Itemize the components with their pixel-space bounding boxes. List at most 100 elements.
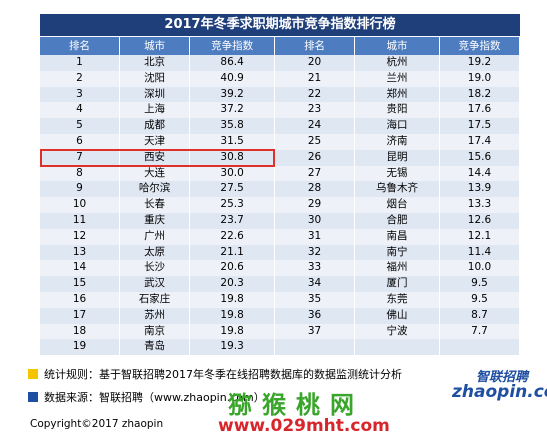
cell: 太原 bbox=[120, 244, 191, 261]
cell: 9 bbox=[40, 181, 120, 198]
header-cell: 城市 bbox=[120, 37, 191, 55]
cell: 33 bbox=[275, 260, 356, 277]
cell: 宁波 bbox=[355, 323, 440, 340]
table-row: 4 上海 37.2 23 贵阳 17.6 bbox=[40, 102, 520, 119]
table-row: 3 深圳 39.2 22 郑州 18.2 bbox=[40, 86, 520, 103]
cell: 3 bbox=[40, 86, 120, 103]
table-row: 2 沈阳 40.9 21 兰州 19.0 bbox=[40, 70, 520, 87]
cell: 福州 bbox=[355, 260, 440, 277]
cell: 郑州 bbox=[355, 86, 440, 103]
cell: 19 bbox=[40, 339, 120, 356]
table-row: 19 青岛 19.3 bbox=[40, 339, 520, 356]
table-row: 11 重庆 23.7 30 合肥 12.6 bbox=[40, 212, 520, 229]
cell: 27 bbox=[275, 165, 356, 182]
cell: 22.6 bbox=[190, 228, 276, 245]
cell: 无锡 bbox=[355, 165, 440, 182]
cell: 20 bbox=[275, 55, 356, 71]
header-row: 排名 城市 竞争指数 排名 城市 竞争指数 bbox=[40, 37, 520, 55]
cell: 合肥 bbox=[355, 212, 440, 229]
cell: 厦门 bbox=[355, 276, 440, 292]
cell: 长沙 bbox=[120, 260, 191, 277]
table-row: 17 苏州 19.8 36 佛山 8.7 bbox=[40, 307, 520, 324]
cell: 25 bbox=[275, 133, 356, 150]
watermark-name: 猕猴桃网 bbox=[228, 391, 364, 419]
cell: 东莞 bbox=[355, 291, 440, 308]
table-row: 14 长沙 20.6 33 福州 10.0 bbox=[40, 260, 520, 277]
cell: 12.6 bbox=[440, 212, 520, 229]
table-row: 9 哈尔滨 27.5 28 乌鲁木齐 13.9 bbox=[40, 181, 520, 198]
cell: 8.7 bbox=[440, 307, 520, 324]
cell: 8 bbox=[40, 165, 120, 182]
cell: 杭州 bbox=[355, 55, 440, 71]
cell: 12.1 bbox=[440, 228, 520, 245]
cell: 11 bbox=[40, 212, 120, 229]
cell: 北京 bbox=[120, 55, 191, 71]
table-row: 15 武汉 20.3 34 厦门 9.5 bbox=[40, 276, 520, 292]
table-row: 16 石家庄 19.8 35 东莞 9.5 bbox=[40, 291, 520, 308]
cell: 16 bbox=[40, 291, 120, 308]
cell: 烟台 bbox=[355, 197, 440, 213]
cell: 20.3 bbox=[190, 276, 276, 292]
cell: 青岛 bbox=[120, 339, 191, 356]
cell: 广州 bbox=[120, 228, 191, 245]
cell: 17.5 bbox=[440, 118, 520, 134]
cell: 40.9 bbox=[190, 70, 276, 87]
cell: 重庆 bbox=[120, 212, 191, 229]
cell: 19.8 bbox=[190, 323, 276, 340]
cell: 19.3 bbox=[190, 339, 276, 356]
header-cell: 城市 bbox=[355, 37, 440, 55]
cell: 9.5 bbox=[440, 276, 520, 292]
header-cell: 竞争指数 bbox=[190, 37, 276, 55]
cell: 天津 bbox=[120, 133, 191, 150]
cell: 贵阳 bbox=[355, 102, 440, 119]
note: 统计规则：基于智联招聘2017年冬季在线招聘数据库的数据监测统计分析 bbox=[28, 366, 402, 382]
cell: 7.7 bbox=[440, 323, 520, 340]
cell: 25.3 bbox=[190, 197, 276, 213]
cell: 18.2 bbox=[440, 86, 520, 103]
cell: 5 bbox=[40, 118, 120, 134]
cell: 南昌 bbox=[355, 228, 440, 245]
cell: 30 bbox=[275, 212, 356, 229]
header-cell: 竞争指数 bbox=[440, 37, 520, 55]
table-row: 8 大连 30.0 27 无锡 14.4 bbox=[40, 165, 520, 182]
cell: 86.4 bbox=[190, 55, 276, 71]
cell: 17 bbox=[40, 307, 120, 324]
cell: 30.0 bbox=[190, 165, 276, 182]
cell: 28 bbox=[275, 181, 356, 198]
cell: 32 bbox=[275, 244, 356, 261]
cell: 24 bbox=[275, 118, 356, 134]
header-cell: 排名 bbox=[40, 37, 120, 55]
cell: 18 bbox=[40, 323, 120, 340]
cell: 南宁 bbox=[355, 244, 440, 261]
cell: 昆明 bbox=[355, 149, 440, 166]
cell: 9.5 bbox=[440, 291, 520, 308]
cell: 36 bbox=[275, 307, 356, 324]
table-row: 10 长春 25.3 29 烟台 13.3 bbox=[40, 197, 520, 213]
table-row: 5 成都 35.8 24 海口 17.5 bbox=[40, 118, 520, 134]
cell: 4 bbox=[40, 102, 120, 119]
cell: 37.2 bbox=[190, 102, 276, 119]
watermark-url: www.029mht.com bbox=[218, 416, 390, 436]
cell: 39.2 bbox=[190, 86, 276, 103]
cell: 31.5 bbox=[190, 133, 276, 150]
cell: 成都 bbox=[120, 118, 191, 134]
cell: 15.6 bbox=[440, 149, 520, 166]
ranking-table: 排名 城市 竞争指数 排名 城市 竞争指数 1 北京 86.4 20 杭州 19.2 2 沈阳 40.9 21… bbox=[40, 37, 520, 356]
cell: 14 bbox=[40, 260, 120, 277]
cell: 海口 bbox=[355, 118, 440, 134]
cell: 乌鲁木齐 bbox=[355, 181, 440, 198]
cell: 13.3 bbox=[440, 197, 520, 213]
cell: 23.7 bbox=[190, 212, 276, 229]
cell: 29 bbox=[275, 197, 356, 213]
cell: 19.8 bbox=[190, 307, 276, 324]
cell: 沈阳 bbox=[120, 70, 191, 87]
cell: 佛山 bbox=[355, 307, 440, 324]
cell: 23 bbox=[275, 102, 356, 119]
cell: 27.5 bbox=[190, 181, 276, 198]
table-row: 7 西安 30.8 26 昆明 15.6 bbox=[40, 149, 520, 166]
title: 2017年冬季求职期城市竞争指数排行榜 bbox=[40, 14, 520, 36]
cell: 35.8 bbox=[190, 118, 276, 134]
cell: 哈尔滨 bbox=[120, 181, 191, 198]
cell: 37 bbox=[275, 323, 356, 340]
